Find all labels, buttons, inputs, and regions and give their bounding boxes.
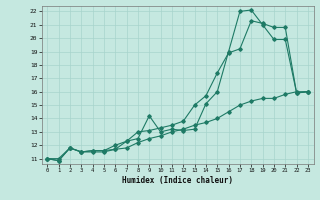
X-axis label: Humidex (Indice chaleur): Humidex (Indice chaleur) [122, 176, 233, 185]
